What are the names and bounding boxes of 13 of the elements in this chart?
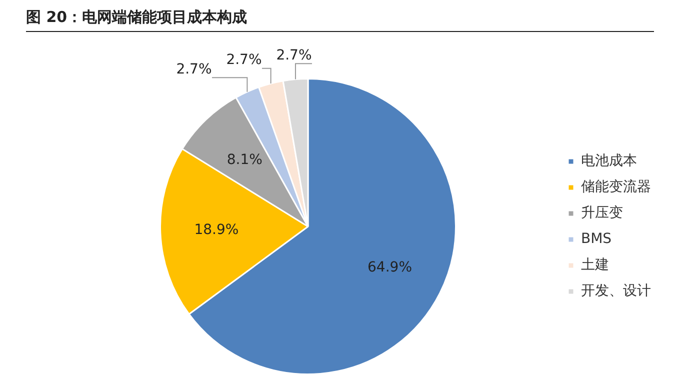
legend-label: 升压变 xyxy=(581,205,623,222)
data-label: 8.1% xyxy=(226,152,262,168)
data-label: 2.7% xyxy=(226,52,262,68)
data-label: 2.7% xyxy=(176,61,212,78)
chart-title: 图 20：电网端储能项目成本构成 xyxy=(26,8,654,32)
legend-label: 储能变流器 xyxy=(581,179,651,196)
data-label: 18.9% xyxy=(194,222,239,238)
legend-label: 土建 xyxy=(581,257,609,274)
legend-label: BMS xyxy=(581,231,612,248)
legend-label: 开发、设计 xyxy=(581,283,651,300)
legend-label: 电池成本 xyxy=(581,153,637,170)
data-label: 64.9% xyxy=(368,259,412,276)
data-label: 2.7% xyxy=(276,47,312,64)
